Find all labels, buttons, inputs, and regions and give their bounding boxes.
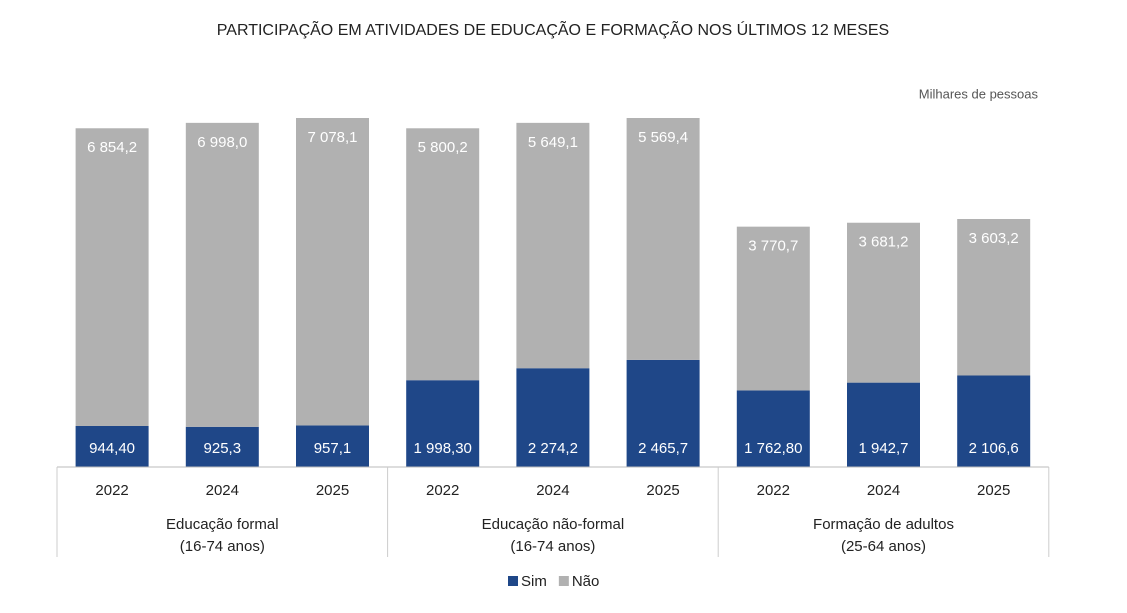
- value-label: 944,40: [89, 440, 135, 457]
- chart-title: PARTICIPAÇÃO EM ATIVIDADES DE EDUCAÇÃO E…: [217, 19, 889, 39]
- x-tick-label: 2024: [867, 482, 900, 499]
- value-label: 1 942,7: [858, 440, 908, 457]
- value-label: 1 762,80: [744, 440, 802, 457]
- value-label: 3 770,7: [748, 238, 798, 255]
- group-label: (16-74 anos): [510, 538, 595, 555]
- value-label: 5 800,2: [418, 139, 468, 156]
- bar-segment: [75, 128, 149, 426]
- x-tick-label: 2024: [206, 482, 239, 499]
- value-label: 3 681,2: [858, 234, 908, 251]
- group-label: Formação de adultos: [813, 516, 954, 533]
- group-label: (16-74 anos): [180, 538, 265, 555]
- x-tick-label: 2022: [95, 482, 128, 499]
- bar-segment: [626, 359, 700, 467]
- value-label: 925,3: [204, 440, 242, 457]
- value-label: 1 998,30: [414, 440, 472, 457]
- x-tick-label: 2025: [977, 482, 1010, 499]
- bar-segment: [847, 382, 920, 467]
- legend-label: Sim: [521, 573, 547, 590]
- bar-segment: [626, 118, 700, 360]
- bar-segment: [957, 219, 1031, 376]
- x-tick-label: 2024: [536, 482, 569, 499]
- group-label: (25-64 anos): [841, 538, 926, 555]
- group-label: Educação formal: [166, 516, 279, 533]
- legend-swatch: [508, 576, 518, 586]
- value-label: 5 569,4: [638, 129, 688, 146]
- value-label: 957,1: [314, 440, 352, 457]
- bar-segment: [736, 226, 810, 391]
- legend-label: Não: [572, 573, 600, 590]
- bar-segment: [516, 368, 590, 467]
- value-label: 2 465,7: [638, 440, 688, 457]
- value-label: 2 274,2: [528, 440, 578, 457]
- value-label: 6 998,0: [197, 134, 247, 151]
- bar-segment: [736, 390, 810, 467]
- bar-segment: [406, 380, 480, 467]
- bar-segment: [296, 118, 369, 426]
- value-label: 7 078,1: [307, 129, 357, 146]
- value-label: 3 603,2: [969, 230, 1019, 247]
- x-tick-label: 2025: [646, 482, 679, 499]
- bar-segment: [957, 375, 1031, 467]
- value-label: 5 649,1: [528, 134, 578, 151]
- group-label: Educação não-formal: [482, 516, 625, 533]
- bar-segment: [185, 122, 259, 427]
- value-label: 2 106,6: [969, 440, 1019, 457]
- x-tick-label: 2022: [426, 482, 459, 499]
- value-label: 6 854,2: [87, 139, 137, 156]
- bar-segment: [296, 425, 369, 467]
- x-tick-label: 2025: [316, 482, 349, 499]
- bar-segment: [75, 425, 149, 467]
- bar-segment: [406, 128, 480, 381]
- bar-segment: [516, 122, 590, 369]
- x-tick-label: 2022: [757, 482, 790, 499]
- unit-label: Milhares de pessoas: [919, 86, 1039, 101]
- legend-swatch: [558, 576, 569, 586]
- bar-segment: [185, 426, 259, 467]
- bar-segment: [847, 222, 920, 383]
